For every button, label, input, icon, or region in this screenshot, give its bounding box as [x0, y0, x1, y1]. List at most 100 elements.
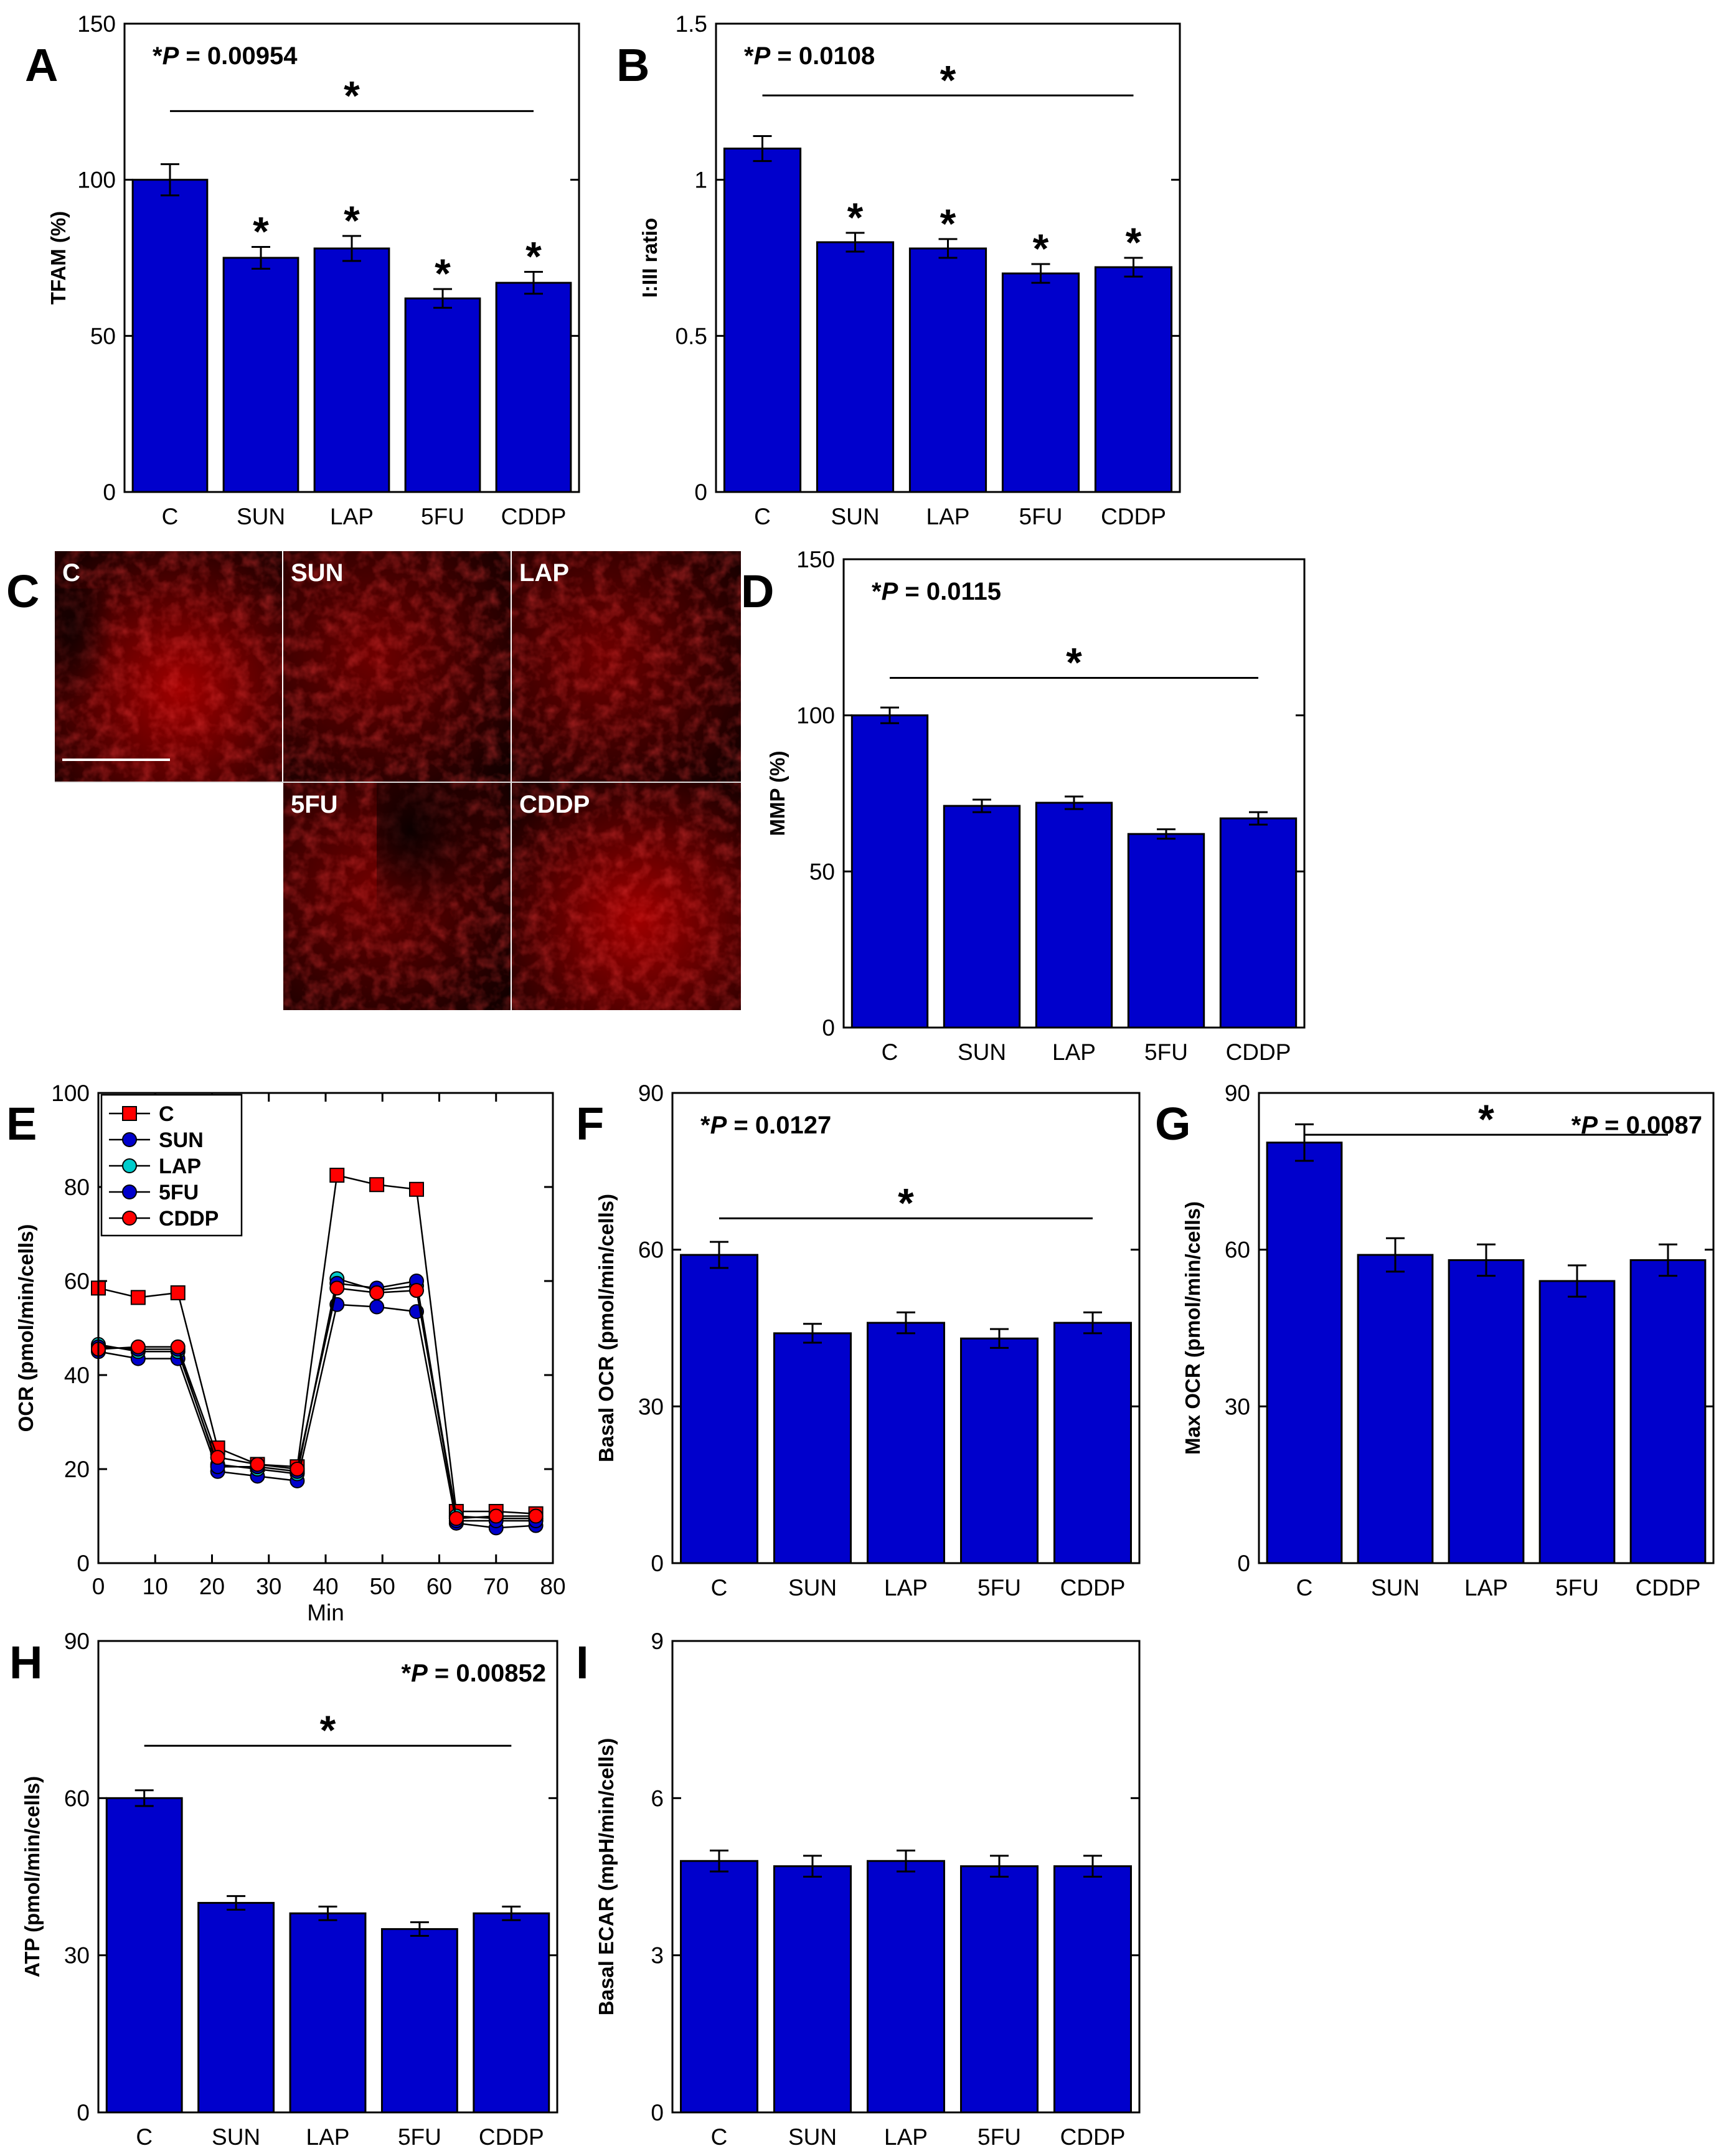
bar-F-LAP — [867, 1321, 945, 1564]
error-bar-I-SUN — [803, 1855, 822, 1878]
y-axis-label-H: ATP (pmol/min/cells) — [21, 1776, 44, 1977]
x-tick-label: SUN — [1371, 1575, 1420, 1600]
y-tick-label: 50 — [809, 859, 835, 884]
legend-label: SUN — [159, 1128, 204, 1152]
y-axis-label-F: Basal OCR (pmol/min/cells) — [595, 1194, 618, 1462]
panel-letter-g: G — [1155, 1098, 1191, 1150]
error-bar-G-SUN — [1386, 1237, 1405, 1273]
x-axis-label-E: Min — [307, 1600, 344, 1625]
p-value-symbol: P — [163, 42, 179, 70]
significance-star-D: * — [1066, 640, 1082, 686]
y-tick-label: 30 — [1225, 1394, 1250, 1419]
x-tick-label: C — [882, 1039, 898, 1065]
y-axis-label-I: Basal ECAR (mpH/min/cells) — [595, 1738, 618, 2016]
plot-frame-B — [715, 22, 1181, 493]
bar-G-CDDP — [1629, 1259, 1707, 1564]
x-tick-label: 50 — [370, 1574, 395, 1599]
bar-H-5FU — [380, 1928, 458, 2114]
chart-panel-B: C * SUN * LAP * 5FU * CDDP 0 0.5 1 1.5 I:III ratio *P … — [638, 11, 1181, 529]
error-bar-B-CDDP — [1124, 257, 1143, 278]
p-value-number: = 0.0108 — [770, 42, 875, 70]
x-tick-label: 70 — [483, 1574, 509, 1599]
chart-panel-I: C SUN LAP 5FU CDDP 0 3 6 9 Basal ECAR (mpH/min/ce… — [595, 1629, 1141, 2150]
x-tick-label: C — [754, 504, 771, 529]
micrograph-LAP: LAP — [512, 551, 741, 782]
error-bar-F-C — [710, 1241, 728, 1269]
significance-star-F: * — [898, 1180, 914, 1226]
data-point-CDDP — [210, 1450, 225, 1465]
error-bar-D-SUN — [973, 798, 991, 813]
y-tick-label: 0 — [822, 1015, 835, 1041]
x-tick-label: CDDP — [1636, 1575, 1701, 1600]
y-tick-label: 90 — [1225, 1080, 1250, 1106]
micrograph-texture — [512, 783, 741, 1010]
micrograph-dark-region — [55, 589, 123, 726]
y-tick-label: 150 — [77, 11, 116, 37]
y-tick-label: 0 — [1237, 1551, 1250, 1576]
p-value-star: * — [1571, 1112, 1581, 1139]
x-tick-label: 5FU — [398, 2124, 441, 2150]
y-axis-label-G: Max OCR (pmol/min/cells) — [1181, 1201, 1204, 1455]
bar-H-SUN — [197, 1902, 275, 2114]
bar-A-CDDP — [495, 281, 572, 493]
error-bar-G-LAP — [1477, 1243, 1496, 1277]
data-point-CDDP — [329, 1280, 345, 1296]
error-bar-H-C — [134, 1789, 154, 1807]
bar-I-C — [680, 1860, 758, 2114]
bar-H-C — [105, 1797, 183, 2114]
series-LAP — [91, 1271, 544, 1526]
y-tick-label: 40 — [64, 1363, 90, 1388]
p-value-symbol: P — [710, 1112, 727, 1139]
bar-D-C — [850, 714, 929, 1029]
x-tick-label: LAP — [330, 504, 374, 529]
bar-I-5FU — [960, 1865, 1039, 2114]
x-tick-label: C — [162, 504, 179, 529]
panel-letter-b: B — [616, 39, 649, 91]
y-tick-label: 60 — [64, 1785, 90, 1811]
y-axis-label-B: I:III ratio — [638, 218, 661, 298]
y-tick-label: 6 — [651, 1785, 664, 1811]
p-value-number: = 0.0115 — [898, 578, 1001, 605]
y-tick-label: 60 — [64, 1269, 90, 1294]
x-tick-label: C — [711, 2124, 728, 2150]
legend-label: LAP — [159, 1155, 201, 1178]
panel-letter-e: E — [6, 1098, 37, 1150]
micrograph-label: 5FU — [291, 791, 338, 818]
y-tick-label: 80 — [64, 1175, 90, 1200]
legend-entry-SUN: SUN — [109, 1128, 204, 1152]
error-bar-D-LAP — [1065, 795, 1083, 810]
y-tick-label: 100 — [77, 168, 116, 193]
y-tick-label: 0 — [694, 480, 707, 505]
error-bar-A-SUN — [252, 245, 270, 270]
y-tick-label: 60 — [1225, 1237, 1250, 1263]
x-tick-label: 5FU — [978, 2124, 1021, 2150]
y-tick-label: 0 — [77, 2100, 90, 2125]
p-value-number: = 0.00954 — [179, 42, 298, 70]
bar-G-SUN — [1357, 1254, 1434, 1564]
error-bar-G-CDDP — [1659, 1243, 1677, 1277]
panel-letter-c: C — [6, 565, 39, 617]
bar-significance-star: * — [1126, 219, 1142, 265]
error-bar-F-CDDP — [1083, 1311, 1102, 1335]
p-value-symbol: P — [411, 1660, 428, 1687]
micrograph-C: C — [55, 551, 282, 782]
legend-entry-C: C — [109, 1102, 174, 1126]
y-tick-label: 100 — [51, 1080, 90, 1106]
error-bar-H-LAP — [318, 1905, 337, 1921]
error-bar-B-5FU — [1031, 263, 1050, 284]
micrograph-texture — [283, 551, 511, 782]
error-bar-G-5FU — [1568, 1264, 1586, 1298]
p-value-symbol: P — [882, 578, 898, 605]
y-tick-label: 0 — [103, 480, 116, 505]
bar-D-LAP — [1035, 801, 1113, 1029]
micrograph-5FU: 5FU — [283, 783, 511, 1010]
data-point-CDDP — [369, 1285, 385, 1300]
p-value-A: *P = 0.00954 — [153, 42, 298, 70]
error-bar-B-C — [753, 135, 772, 163]
series-5FU — [91, 1274, 544, 1529]
data-point-CDDP — [170, 1339, 186, 1355]
chart-panel-F: C SUN LAP 5FU CDDP 0 30 60 90 Basal OCR (pmol/min… — [595, 1080, 1141, 1600]
plot-frame-I — [671, 1640, 1141, 2114]
